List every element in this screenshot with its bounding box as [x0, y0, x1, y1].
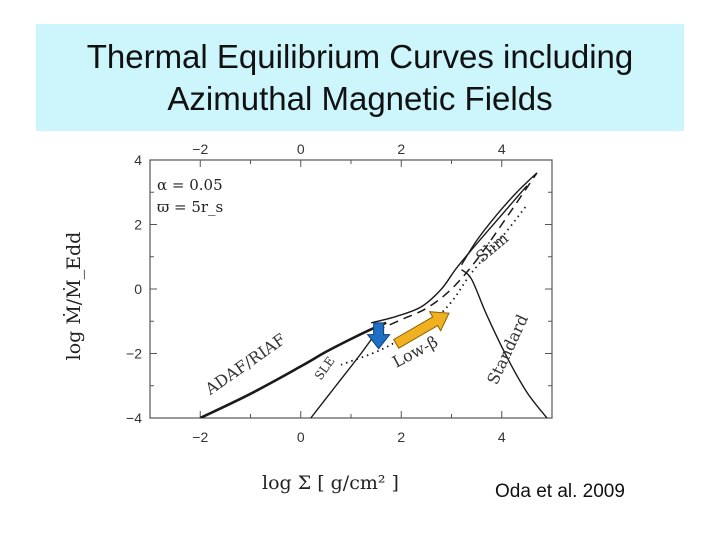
orange-arrow: [393, 311, 450, 349]
y-tick-label: 0: [134, 281, 142, 297]
x-tick-label-top: 4: [498, 141, 506, 157]
slide-title-line-1: Thermal Equilibrium Curves including: [86, 37, 634, 75]
series-curve-5: [460, 172, 538, 266]
curve-label-adaf-riaf: ADAF/RIAF: [201, 330, 289, 400]
omega-parameter: ϖ = 5r_s: [157, 198, 224, 216]
series-curve-4: [375, 172, 538, 332]
x-tick-label-top: 0: [297, 141, 305, 157]
x-tick-label-top: −2: [192, 141, 208, 157]
x-tick-label-bottom: 0: [297, 429, 305, 445]
series-curve-1: [370, 185, 528, 324]
y-tick-label: 4: [134, 152, 142, 168]
x-tick-label-bottom: −2: [192, 429, 208, 445]
x-tick-label-bottom: 2: [397, 429, 405, 445]
slide-title-line-2: Azimuthal Magnetic Fields: [167, 79, 553, 117]
x-tick-label-top: 2: [397, 141, 405, 157]
citation: Oda et al. 2009: [495, 481, 625, 502]
series-curve-3: [340, 204, 528, 366]
y-axis-label: log Ṁ/Ṁ_Edd: [63, 231, 85, 361]
blue-arrow: [366, 322, 391, 350]
x-tick-label-bottom: 4: [498, 429, 506, 445]
y-tick-label: −4: [126, 410, 142, 426]
series-curve-6: [461, 269, 548, 418]
series-curve-2: [310, 332, 377, 418]
x-axis-label: log Σ [ g/cm² ]: [262, 472, 399, 494]
title-banner: Thermal Equilibrium Curves including Azi…: [36, 24, 684, 131]
y-tick-label: 2: [134, 217, 142, 233]
series-curve-0: [199, 321, 387, 418]
y-tick-label: −2: [126, 346, 142, 362]
alpha-parameter: α = 0.05: [157, 176, 223, 194]
curve-label-slim: Slim: [472, 228, 512, 266]
